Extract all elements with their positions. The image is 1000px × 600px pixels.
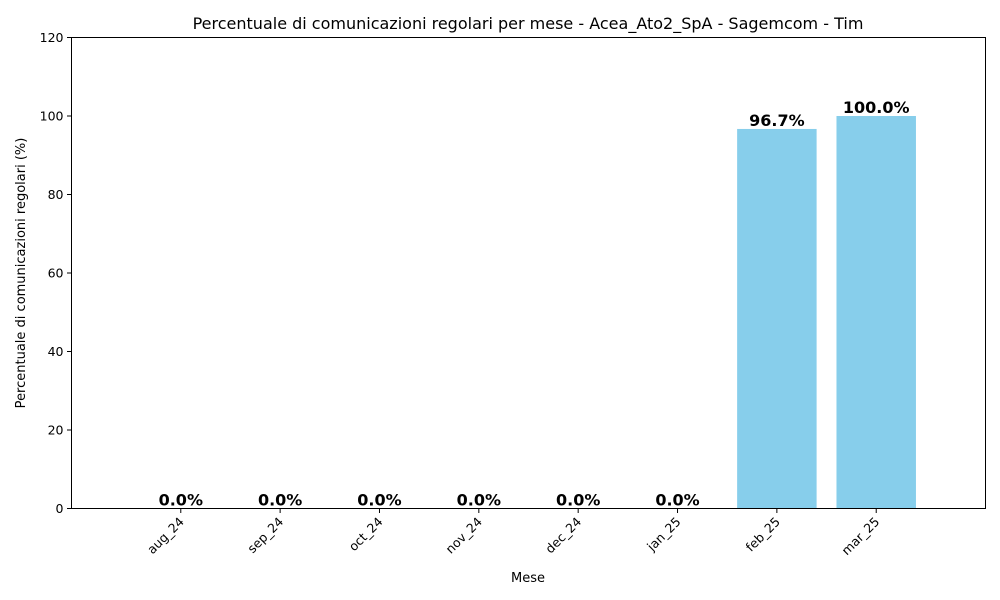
y-axis: 0 20 40 60 80 100 120: [40, 30, 72, 516]
data-label-mar_25: 100.0%: [843, 98, 910, 117]
data-label-dec_24: 0.0%: [556, 491, 600, 510]
data-label-sep_24: 0.0%: [258, 491, 302, 510]
x-tick-label-sep_24: sep_24: [244, 514, 286, 556]
y-tick-label-40: 40: [48, 344, 64, 359]
y-tick-label-100: 100: [40, 109, 64, 124]
x-tick-label-aug_24: aug_24: [144, 514, 187, 557]
x-tick-label-mar_25: mar_25: [838, 514, 882, 558]
y-tick-label-120: 120: [40, 30, 64, 45]
x-tick-label-dec_24: dec_24: [542, 514, 584, 556]
chart-title: Percentuale di comunicazioni regolari pe…: [193, 14, 864, 34]
data-label-jan_25: 0.0%: [655, 491, 699, 510]
x-tick-label-feb_25: feb_25: [743, 514, 783, 554]
y-tick-label-20: 20: [48, 423, 64, 438]
x-tick-label-nov_24: nov_24: [442, 514, 485, 557]
plot-area: 0.0% 0.0% 0.0% 0.0% 0.0% 0.0% 96.7% 100.0%: [159, 98, 916, 510]
data-label-oct_24: 0.0%: [357, 491, 401, 510]
x-axis-title: Mese: [511, 571, 545, 586]
bar-mar_25: [836, 116, 916, 509]
data-label-feb_25: 96.7%: [749, 111, 805, 130]
bar-feb_25: [737, 128, 817, 509]
data-label-aug_24: 0.0%: [159, 491, 203, 510]
x-tick-label-oct_24: oct_24: [346, 514, 386, 554]
y-tick-label-80: 80: [48, 187, 64, 202]
y-tick-label-0: 0: [56, 501, 64, 516]
x-axis: aug_24 sep_24 oct_24 nov_24 dec_24 jan_25 feb_…: [144, 508, 882, 558]
x-tick-label-jan_25: jan_25: [643, 514, 683, 554]
y-axis-title: Percentuale di comunicazioni regolari (%…: [14, 138, 29, 409]
y-tick-label-60: 60: [48, 266, 64, 281]
data-label-nov_24: 0.0%: [457, 491, 501, 510]
